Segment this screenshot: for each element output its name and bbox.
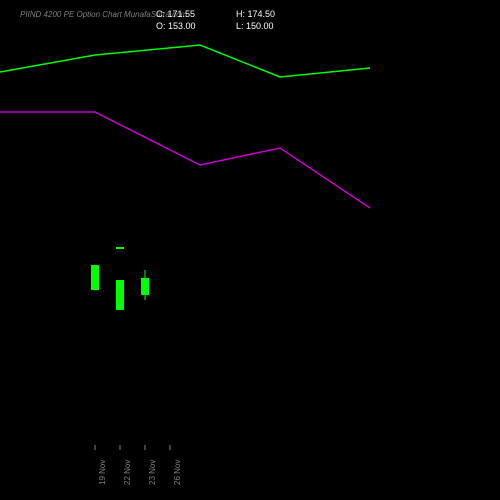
x-axis: 19 Nov 22 Nov 23 Nov 26 Nov bbox=[0, 450, 500, 490]
x-axis-label: 19 Nov bbox=[98, 460, 107, 485]
x-axis-label: 22 Nov bbox=[123, 460, 132, 485]
chart-canvas bbox=[0, 30, 500, 450]
high-price: H: 174.50 bbox=[236, 8, 316, 20]
x-axis-label: 23 Nov bbox=[148, 460, 157, 485]
ohlc-panel: C: 171.55 H: 174.50 O: 153.00 L: 150.00 bbox=[156, 8, 316, 32]
close-price: C: 171.55 bbox=[156, 8, 236, 20]
x-axis-label: 26 Nov bbox=[173, 460, 182, 485]
